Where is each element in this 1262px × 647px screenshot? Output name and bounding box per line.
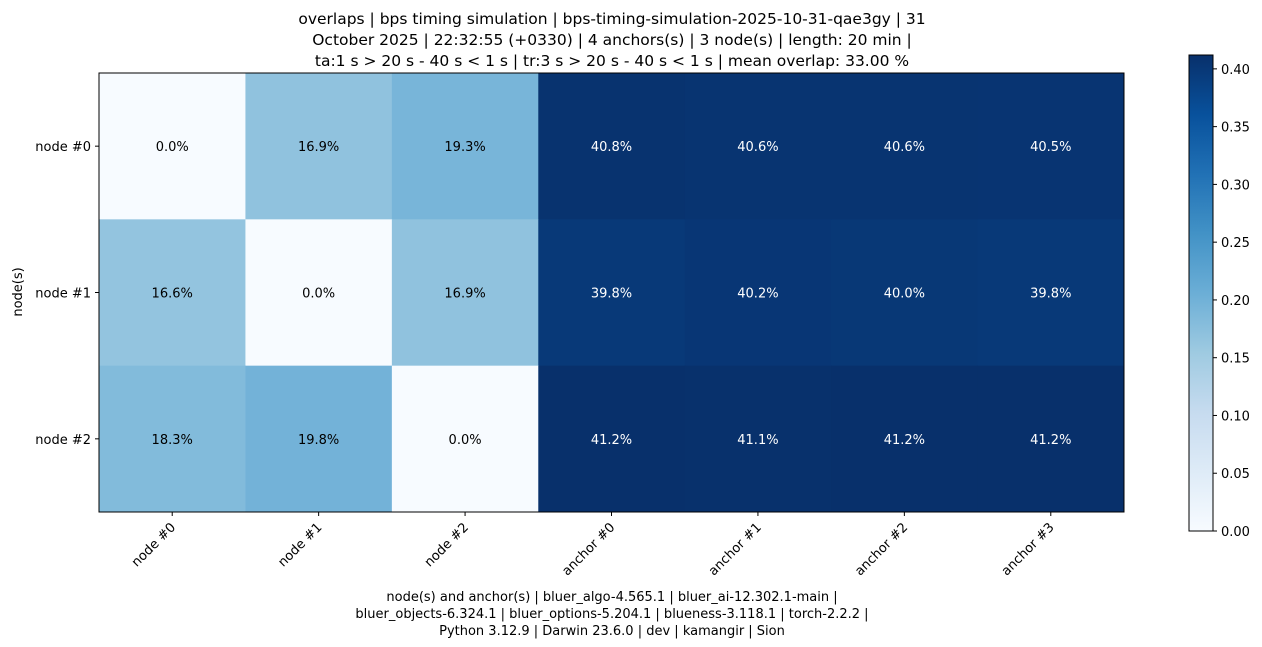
heatmap-cell xyxy=(831,73,979,220)
x-tick-label: anchor #2 xyxy=(852,520,911,579)
cell-value-label: 16.6% xyxy=(152,287,193,302)
heatmap-cells xyxy=(99,73,1125,513)
cell-value-label: 41.2% xyxy=(1030,433,1071,448)
cell-value-label: 18.3% xyxy=(152,433,193,448)
heatmap-cell xyxy=(245,219,393,367)
cell-value-label: 16.9% xyxy=(444,287,485,302)
cell-value-label: 0.0% xyxy=(302,287,335,302)
y-tick-label: node #2 xyxy=(35,433,91,448)
x-axis-label-line-2: bluer_objects-6.324.1 | bluer_options-5.… xyxy=(355,607,868,622)
colorbar-tick-label: 0.05 xyxy=(1221,467,1250,482)
x-tick-label: anchor #0 xyxy=(560,520,619,579)
cell-value-label: 16.9% xyxy=(298,140,339,155)
chart-title-line-2: October 2025 | 22:32:55 (+0330) | 4 anch… xyxy=(312,31,912,49)
heatmap-cell xyxy=(977,73,1125,220)
x-tick-label: node #1 xyxy=(275,520,325,570)
x-axis-label-line-3: Python 3.12.9 | Darwin 23.6.0 | dev | ka… xyxy=(439,624,785,639)
heatmap-cell xyxy=(99,365,246,513)
x-tick-label: anchor #1 xyxy=(706,520,765,579)
cell-value-label: 40.0% xyxy=(884,287,925,302)
heatmap-cell xyxy=(99,73,246,220)
cell-value-label: 39.8% xyxy=(591,287,632,302)
cell-value-label: 39.8% xyxy=(1030,287,1071,302)
cell-value-label: 40.6% xyxy=(737,140,778,155)
heatmap-cell xyxy=(684,73,832,220)
y-axis-ticks: node #0 node #1 node #2 xyxy=(35,140,99,448)
colorbar-tick-label: 0.15 xyxy=(1221,352,1250,367)
heatmap-cell xyxy=(977,219,1125,367)
y-tick-label: node #0 xyxy=(35,140,91,155)
cell-value-label: 0.0% xyxy=(449,433,482,448)
heatmap-cell xyxy=(391,365,539,513)
heatmap-cell xyxy=(99,219,246,367)
cell-value-label: 0.0% xyxy=(156,140,189,155)
cell-value-label: 41.2% xyxy=(884,433,925,448)
chart-title-line-1: overlaps | bps timing simulation | bps-t… xyxy=(298,10,925,28)
heatmap-cell xyxy=(391,73,539,220)
colorbar-tick-label: 0.30 xyxy=(1221,178,1250,193)
colorbar-ticks: 0.00 0.05 0.10 0.15 0.20 0.25 0.30 0.35 0.40 xyxy=(1213,63,1250,540)
heatmap-cell xyxy=(684,365,832,513)
cell-value-label: 19.8% xyxy=(298,433,339,448)
x-axis-label-line-1: node(s) and anchor(s) | bluer_algo-4.565… xyxy=(386,590,837,605)
colorbar-tick-label: 0.20 xyxy=(1221,294,1250,309)
cell-value-label: 40.5% xyxy=(1030,140,1071,155)
cell-value-label: 41.1% xyxy=(737,433,778,448)
colorbar-tick-label: 0.25 xyxy=(1221,236,1250,251)
heatmap-cell xyxy=(977,365,1125,513)
chart-title-line-3: ta:1 s > 20 s - 40 s < 1 s | tr:3 s > 20… xyxy=(315,52,909,70)
y-axis-label: node(s) xyxy=(11,267,26,316)
x-tick-label: anchor #3 xyxy=(999,520,1058,579)
x-tick-label: node #0 xyxy=(129,520,179,570)
heatmap-cell-labels: 0.0% 16.9% 19.3% 40.8% 40.6% 40.6% 40.5% 16.6% 0… xyxy=(152,140,1072,448)
x-axis-label: node(s) and anchor(s) | bluer_algo-4.565… xyxy=(355,590,868,639)
heatmap-cell xyxy=(538,219,686,367)
colorbar: 0.00 0.05 0.10 0.15 0.20 0.25 0.30 0.35 0.40 xyxy=(1188,54,1250,540)
colorbar-gradient xyxy=(1188,54,1214,532)
cell-value-label: 19.3% xyxy=(444,140,485,155)
cell-value-label: 40.6% xyxy=(884,140,925,155)
heatmap-cell xyxy=(538,73,686,220)
cell-value-label: 41.2% xyxy=(591,433,632,448)
y-tick-label: node #1 xyxy=(35,287,91,302)
cell-value-label: 40.8% xyxy=(591,140,632,155)
x-axis-ticks: node #0 node #1 node #2 anchor #0 anchor #1 a… xyxy=(129,512,1058,579)
colorbar-tick-label: 0.35 xyxy=(1221,121,1250,136)
heatmap-cell xyxy=(684,219,832,367)
heatmap-cell xyxy=(831,365,979,513)
heatmap-cell xyxy=(245,365,393,513)
chart-title: overlaps | bps timing simulation | bps-t… xyxy=(298,10,925,70)
heatmap-cell xyxy=(831,219,979,367)
heatmap-cell xyxy=(391,219,539,367)
heatmap-cell xyxy=(538,365,686,513)
colorbar-tick-label: 0.00 xyxy=(1221,525,1250,540)
x-tick-label: node #2 xyxy=(422,520,472,570)
cell-value-label: 40.2% xyxy=(737,287,778,302)
colorbar-tick-label: 0.10 xyxy=(1221,409,1250,424)
heatmap-cell xyxy=(245,73,393,220)
colorbar-tick-label: 0.40 xyxy=(1221,63,1250,78)
